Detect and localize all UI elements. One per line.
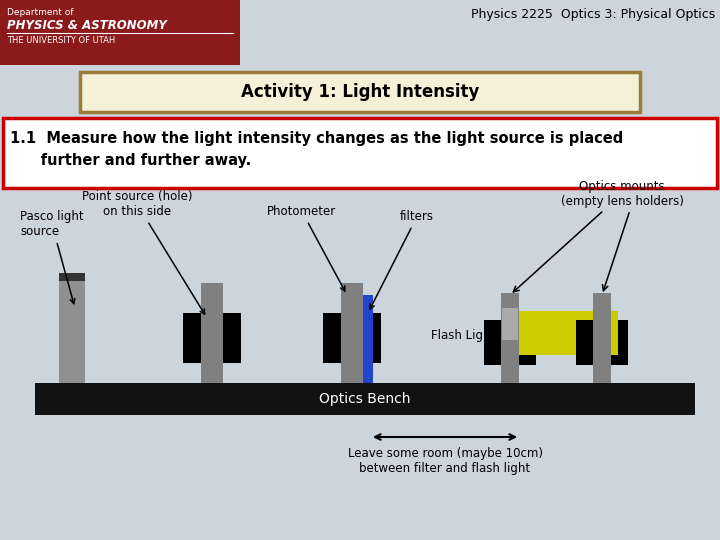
Bar bbox=[204, 293, 220, 383]
Text: Flash Light: Flash Light bbox=[431, 328, 495, 341]
Text: Leave some room (maybe 10cm)
between filter and flash light: Leave some room (maybe 10cm) between fil… bbox=[348, 447, 542, 475]
Text: filters: filters bbox=[370, 210, 434, 309]
Bar bbox=[363, 295, 373, 383]
Bar bbox=[3, 118, 717, 188]
Bar bbox=[576, 320, 628, 365]
Text: further and further away.: further and further away. bbox=[10, 153, 251, 168]
Bar bbox=[344, 293, 360, 383]
Bar bbox=[201, 283, 223, 383]
Bar bbox=[323, 313, 381, 363]
Text: Department of: Department of bbox=[7, 8, 73, 17]
Text: Pasco light
source: Pasco light source bbox=[20, 210, 84, 303]
Bar bbox=[502, 308, 518, 340]
Bar bbox=[502, 301, 518, 383]
Bar bbox=[341, 283, 363, 383]
Bar bbox=[35, 383, 695, 415]
Text: 1.1  Measure how the light intensity changes as the light source is placed: 1.1 Measure how the light intensity chan… bbox=[10, 131, 624, 146]
Bar bbox=[518, 311, 596, 355]
Bar bbox=[593, 293, 611, 383]
Text: Activity 1: Light Intensity: Activity 1: Light Intensity bbox=[240, 83, 480, 101]
Text: Optics mounts
(empty lens holders): Optics mounts (empty lens holders) bbox=[561, 180, 683, 208]
Text: Photometer: Photometer bbox=[267, 205, 345, 291]
Text: Optics Bench: Optics Bench bbox=[319, 392, 410, 406]
Bar bbox=[501, 293, 519, 383]
Bar bbox=[594, 301, 610, 383]
Bar bbox=[59, 273, 85, 281]
Text: THE UNIVERSITY OF UTAH: THE UNIVERSITY OF UTAH bbox=[7, 36, 115, 45]
Bar bbox=[80, 72, 640, 112]
Text: Physics 2225  Optics 3: Physical Optics: Physics 2225 Optics 3: Physical Optics bbox=[471, 8, 715, 21]
Bar bbox=[484, 320, 536, 365]
Bar bbox=[594, 311, 618, 355]
Text: Point source (hole)
on this side: Point source (hole) on this side bbox=[82, 190, 204, 314]
Bar bbox=[59, 273, 85, 383]
Bar bbox=[183, 313, 241, 363]
Bar bbox=[0, 0, 240, 65]
Text: PHYSICS & ASTRONOMY: PHYSICS & ASTRONOMY bbox=[7, 19, 167, 32]
